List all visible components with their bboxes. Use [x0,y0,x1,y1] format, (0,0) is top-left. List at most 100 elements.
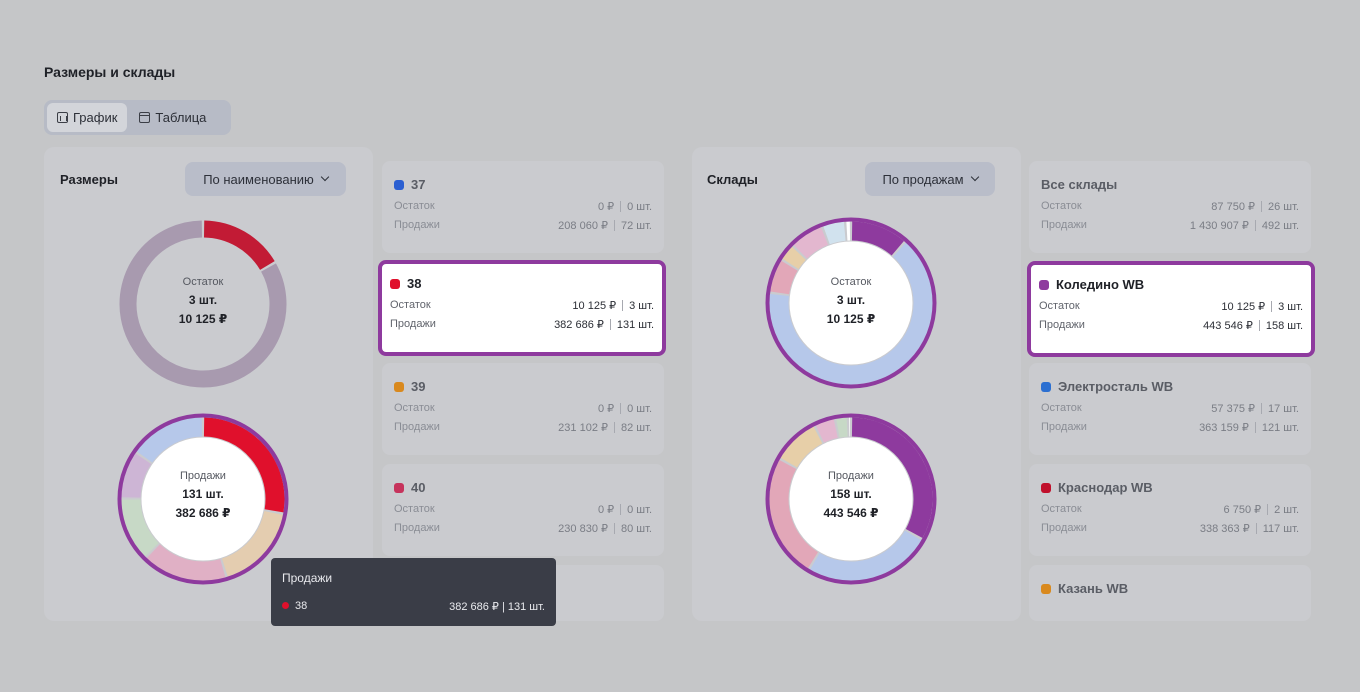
size-card-38[interactable]: 38 Остаток 10 125 ₽ 3 шт. Продажи 382 686 ₽… [378,260,666,356]
sales-amount: 230 830 ₽ [558,523,608,535]
warehouse-name: Электросталь WB [1058,379,1174,394]
sales-qty: 80 шт. [621,522,652,535]
donut-hole [141,437,265,561]
donut-slice[interactable] [810,530,922,581]
sales-qty: 82 шт. [621,421,652,434]
chevron-down-icon [320,172,330,182]
sales-qty: 158 шт. [1265,319,1303,332]
size-card-37[interactable]: 37 Остаток 0 ₽ 0 шт. Продажи 208 060 ₽ 72 шт… [382,161,664,253]
sizes-stock-caption: Остаток [182,276,224,288]
stock-label: Остаток [394,200,435,212]
stock-label: Остаток [1039,300,1080,312]
sizes-sales-qty: 131 шт. [182,487,224,501]
stock-amount: 10 125 ₽ [572,300,617,312]
sales-amount: 208 060 ₽ [558,220,608,232]
view-toggle: График Таблица [44,100,231,135]
sales-amount: 231 102 ₽ [558,422,608,434]
warehouses-sort-dropdown[interactable]: По продажам [865,162,995,196]
warehouse-name: Все склады [1041,177,1118,192]
donut-slice[interactable] [136,417,203,463]
warehouse-name: Коледино WB [1056,277,1145,292]
donut-slice[interactable] [793,227,829,259]
donut-slice[interactable] [769,242,933,385]
sizes-stock-center: Остаток 3 шт. 10 125 ₽ [143,276,263,326]
sizes-title: Размеры [60,172,118,187]
sales-qty: 117 шт. [1262,522,1299,535]
chart-tab-label: График [73,110,118,125]
sales-qty: 492 шт. [1261,219,1299,232]
warehouses-stock-caption: Остаток [830,276,872,288]
sales-label: Продажи [1041,421,1087,433]
sales-qty: 121 шт. [1261,421,1299,434]
donut-slice[interactable] [836,417,848,438]
stock-label: Остаток [1041,503,1082,515]
chart-tab[interactable]: График [47,103,128,132]
warehouse-card-all[interactable]: Все склады Остаток 87 750 ₽ 26 шт. Продажи… [1029,161,1311,253]
warehouse-color-swatch [1041,583,1051,594]
donut-slice[interactable] [769,459,819,569]
donut-slice[interactable] [770,260,798,295]
donut-slice[interactable] [203,220,275,271]
stock-amount: 0 ₽ [597,201,615,213]
sizes-sort-dropdown[interactable]: По наименованию [185,162,346,196]
donut-slice[interactable] [119,220,287,388]
donut-slice[interactable] [851,417,933,539]
warehouses-sales-qty: 158 шт. [830,487,872,501]
warehouses-sales-donut [765,413,937,585]
donut-slice[interactable] [780,426,823,468]
size-card-40[interactable]: 40 Остаток 0 ₽ 0 шт. Продажи 230 830 ₽ 80 шт… [382,464,664,556]
donut-hole [789,437,913,561]
warehouses-stock-qty: 3 шт. [836,293,866,307]
donut-slice[interactable] [146,544,226,581]
donut-slice[interactable] [221,510,283,577]
table-tab[interactable]: Таблица [129,103,216,132]
donut-hole [789,241,913,365]
sales-amount: 338 363 ₽ [1199,523,1250,535]
warehouses-sort-label: По продажам [882,171,964,187]
warehouses-stock-donut [765,217,937,389]
warehouse-name: Краснодар WB [1058,480,1153,495]
warehouse-color-swatch [1041,381,1051,392]
warehouses-stock-center: Остаток 3 шт. 10 125 ₽ [791,276,911,326]
sales-label: Продажи [390,318,436,330]
sales-qty: 72 шт. [621,219,652,232]
stock-qty: 3 шт. [1278,300,1303,313]
stock-qty: 0 шт. [627,200,652,213]
warehouse-card-elektrostal[interactable]: Электросталь WB Остаток 57 375 ₽ 17 шт. Пр… [1029,363,1311,455]
donut-slice[interactable] [815,419,839,443]
donut-slice[interactable] [782,246,806,270]
stock-amount: 87 750 ₽ [1211,201,1255,213]
sizes-sales-donut [117,413,289,585]
chart-icon [57,112,68,123]
size-card-39[interactable]: 39 Остаток 0 ₽ 0 шт. Продажи 231 102 ₽ 82 шт… [382,363,664,455]
donut-slice[interactable] [851,221,904,256]
donut-slice[interactable] [121,453,152,499]
warehouse-card-kazan[interactable]: Казань WB [1029,565,1311,621]
sales-amount: 443 546 ₽ [1203,320,1253,332]
size-color-swatch [394,381,404,392]
stock-amount: 0 ₽ [597,403,615,415]
donut-slice[interactable] [823,221,846,245]
tooltip-color-dot [282,602,289,609]
warehouse-card-koledino[interactable]: Коледино WB Остаток 10 125 ₽ 3 шт. Продажи… [1027,261,1315,357]
donut-slice[interactable] [121,499,159,557]
stock-qty: 3 шт. [629,299,654,312]
tooltip-title: Продажи [282,571,333,585]
sizes-stock-amount: 10 125 ₽ [178,312,228,326]
sales-label: Продажи [1041,219,1087,231]
size-name: 37 [411,177,426,192]
warehouses-sales-center: Продажи 158 шт. 443 546 ₽ [791,470,911,520]
stock-amount: 57 375 ₽ [1211,403,1255,415]
size-color-swatch [394,179,404,190]
warehouse-name: Казань WB [1058,581,1129,596]
donut-highlight-ring [765,413,937,585]
warehouse-card-krasnodar[interactable]: Краснодар WB Остаток 6 750 ₽ 2 шт. Продажи… [1029,464,1311,556]
size-name: 38 [407,276,422,291]
warehouse-color-swatch [1039,279,1049,290]
stock-qty: 2 шт. [1274,503,1299,516]
sales-qty: 131 шт. [616,318,654,331]
donut-slice[interactable] [203,417,285,513]
stock-qty: 17 шт. [1268,402,1299,415]
size-name: 40 [411,480,426,495]
stock-amount: 6 750 ₽ [1223,504,1262,516]
